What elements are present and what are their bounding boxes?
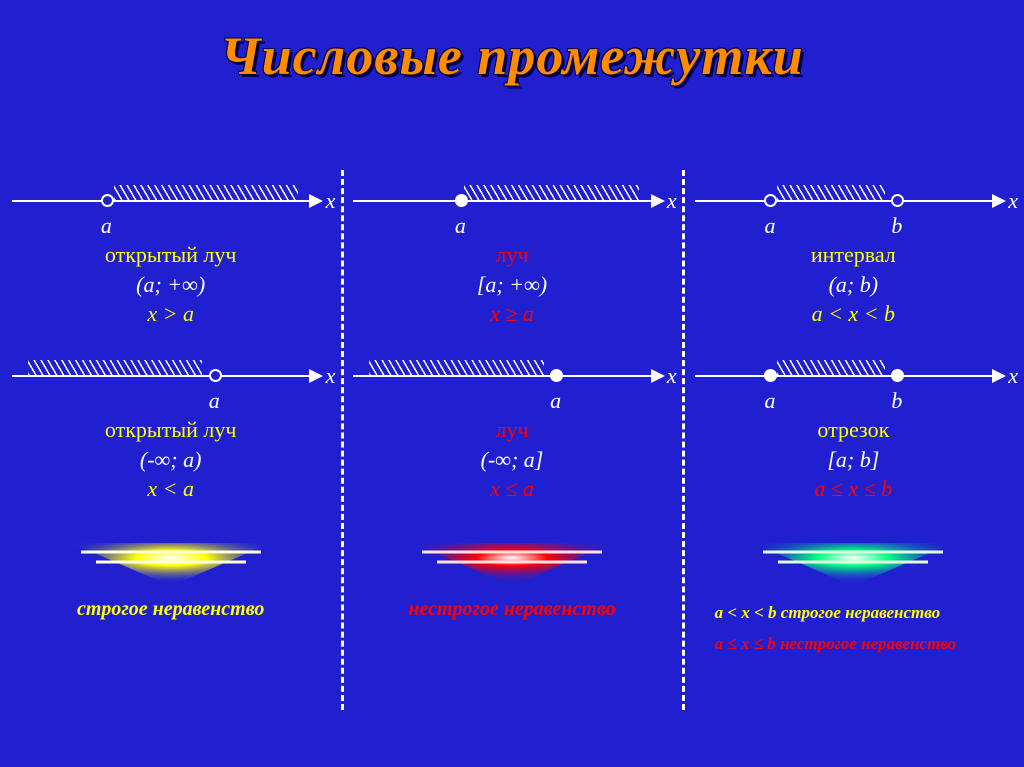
footer-label: строгое неравенство xyxy=(12,598,329,621)
page-title: Числовые промежутки xyxy=(0,0,1024,87)
column-ray: a x луч [a; +∞) x ≥ a a x луч (-∞; a] x … xyxy=(341,180,682,659)
numberline: a x xyxy=(353,355,670,405)
interval-name: интервал xyxy=(695,240,1012,270)
interval-name: луч xyxy=(353,240,670,270)
interval-notation: (-∞; a] xyxy=(353,445,670,475)
intervals-grid: a x открытый луч (a; +∞) x > a a x откры… xyxy=(0,180,1024,659)
cell-segment: a b x отрезок [a; b] a ≤ x ≤ b xyxy=(695,355,1012,530)
cell-open-ray-left: a x открытый луч (-∞; a) x < a xyxy=(12,355,329,530)
column-interval-segment: a b x интервал (a; b) a < x < b a b x xyxy=(683,180,1024,659)
interval-notation: (-∞; a) xyxy=(12,445,329,475)
glow-arrow-icon xyxy=(61,538,281,588)
interval-name: открытый луч xyxy=(12,415,329,445)
interval-inequality: x ≥ a xyxy=(353,299,670,329)
footer-lines: a < x < b строгое неравенство a ≤ x ≤ b … xyxy=(695,598,1012,659)
interval-inequality: a < x < b xyxy=(695,299,1012,329)
interval-inequality: x < a xyxy=(12,474,329,504)
interval-notation: (a; b) xyxy=(695,270,1012,300)
numberline: a x xyxy=(12,355,329,405)
interval-inequality: a ≤ x ≤ b xyxy=(695,474,1012,504)
column-open-ray: a x открытый луч (a; +∞) x > a a x откры… xyxy=(0,180,341,659)
glow-arrow-icon xyxy=(402,538,622,588)
interval-notation: [a; +∞) xyxy=(353,270,670,300)
footer-line-strict: a < x < b строгое неравенство xyxy=(715,598,992,629)
interval-notation: (a; +∞) xyxy=(12,270,329,300)
interval-name: открытый луч xyxy=(12,240,329,270)
footer-label: нестрогое неравенство xyxy=(353,598,670,621)
numberline: a x xyxy=(353,180,670,230)
interval-name: луч xyxy=(353,415,670,445)
numberline: a b x xyxy=(695,180,1012,230)
cell-ray-left: a x луч (-∞; a] x ≤ a xyxy=(353,355,670,530)
cell-ray-right: a x луч [a; +∞) x ≥ a xyxy=(353,180,670,355)
cell-interval: a b x интервал (a; b) a < x < b xyxy=(695,180,1012,355)
interval-inequality: x ≤ a xyxy=(353,474,670,504)
numberline: a x xyxy=(12,180,329,230)
interval-notation: [a; b] xyxy=(695,445,1012,475)
glow-arrow-icon xyxy=(743,538,963,588)
cell-open-ray-right: a x открытый луч (a; +∞) x > a xyxy=(12,180,329,355)
numberline: a b x xyxy=(695,355,1012,405)
footer-line-nonstrict: a ≤ x ≤ b нестрогое неравенство xyxy=(715,629,992,660)
interval-name: отрезок xyxy=(695,415,1012,445)
interval-inequality: x > a xyxy=(12,299,329,329)
